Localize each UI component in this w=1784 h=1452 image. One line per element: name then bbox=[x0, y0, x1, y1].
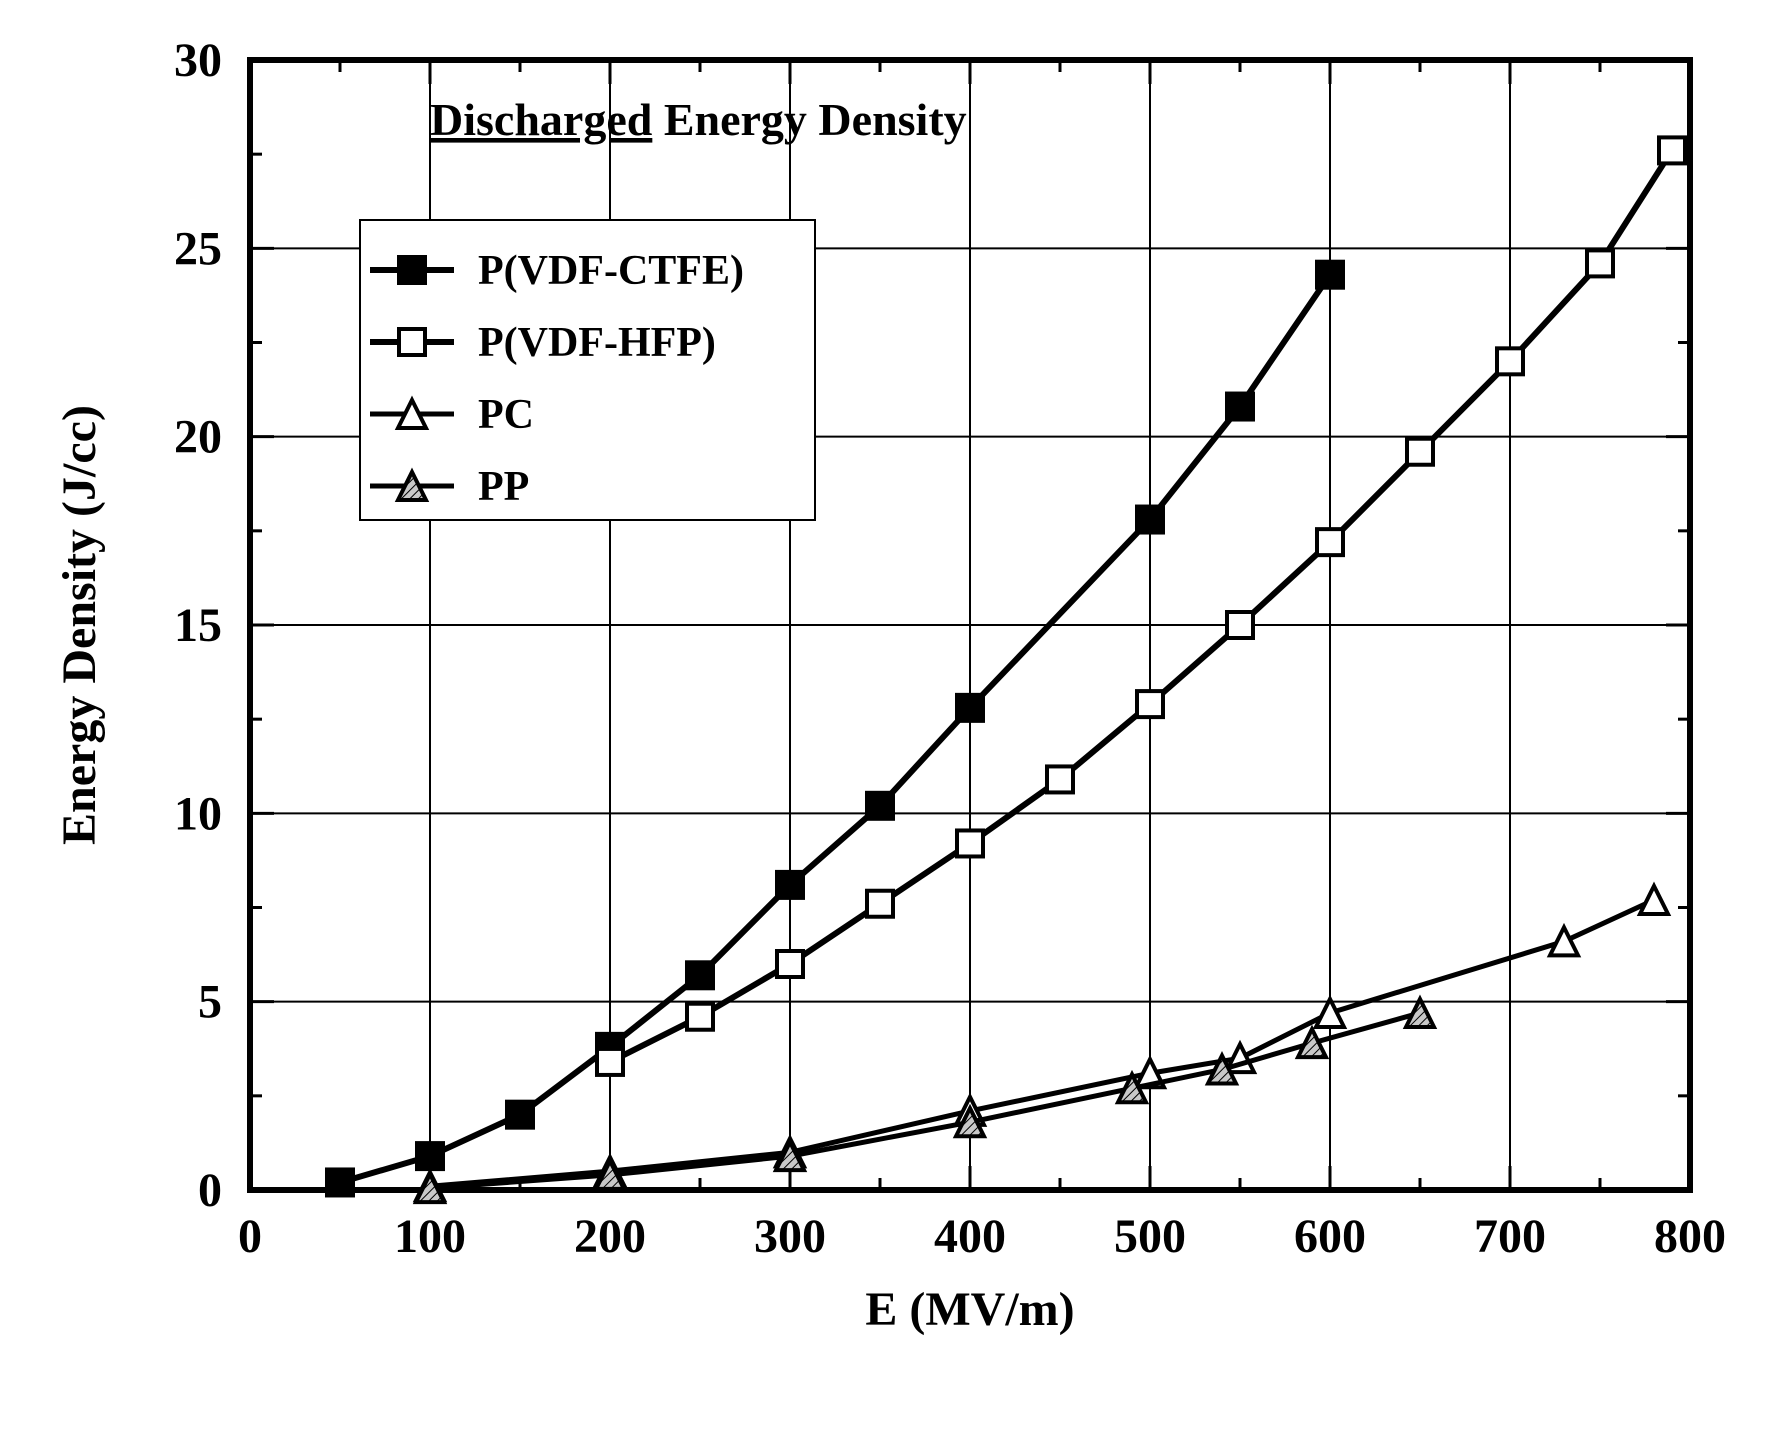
y-tick-label: 30 bbox=[174, 34, 222, 87]
x-tick-label: 500 bbox=[1114, 1210, 1186, 1263]
chart-title: Discharged Energy Density bbox=[430, 94, 967, 145]
y-tick-label: 20 bbox=[174, 411, 222, 464]
x-tick-label: 0 bbox=[238, 1210, 262, 1263]
x-axis-label: E (MV/m) bbox=[865, 1283, 1074, 1336]
y-tick-label: 25 bbox=[174, 222, 222, 275]
legend-label: PC bbox=[478, 392, 534, 438]
y-tick-label: 0 bbox=[198, 1164, 222, 1217]
y-tick-label: 5 bbox=[198, 976, 222, 1029]
legend-label: P(VDF-CTFE) bbox=[478, 248, 744, 294]
x-tick-label: 100 bbox=[394, 1210, 466, 1263]
x-tick-label: 800 bbox=[1654, 1210, 1726, 1263]
y-axis-label: Energy Density (J/cc) bbox=[53, 405, 106, 845]
legend-label: P(VDF-HFP) bbox=[478, 320, 716, 366]
y-tick-label: 10 bbox=[174, 787, 222, 840]
x-tick-label: 400 bbox=[934, 1210, 1006, 1263]
legend-label: PP bbox=[478, 464, 529, 510]
x-tick-label: 700 bbox=[1474, 1210, 1546, 1263]
chart-container: 0 100 200 300 400 500 600 700 800 0 5 10 15 20 25 30 E (… bbox=[0, 0, 1784, 1452]
x-tick-label: 600 bbox=[1294, 1210, 1366, 1263]
x-tick-label: 200 bbox=[574, 1210, 646, 1263]
energy-density-chart: 0 100 200 300 400 500 600 700 800 0 5 10 15 20 25 30 E (… bbox=[0, 0, 1784, 1452]
x-tick-label: 300 bbox=[754, 1210, 826, 1263]
y-tick-label: 15 bbox=[174, 599, 222, 652]
